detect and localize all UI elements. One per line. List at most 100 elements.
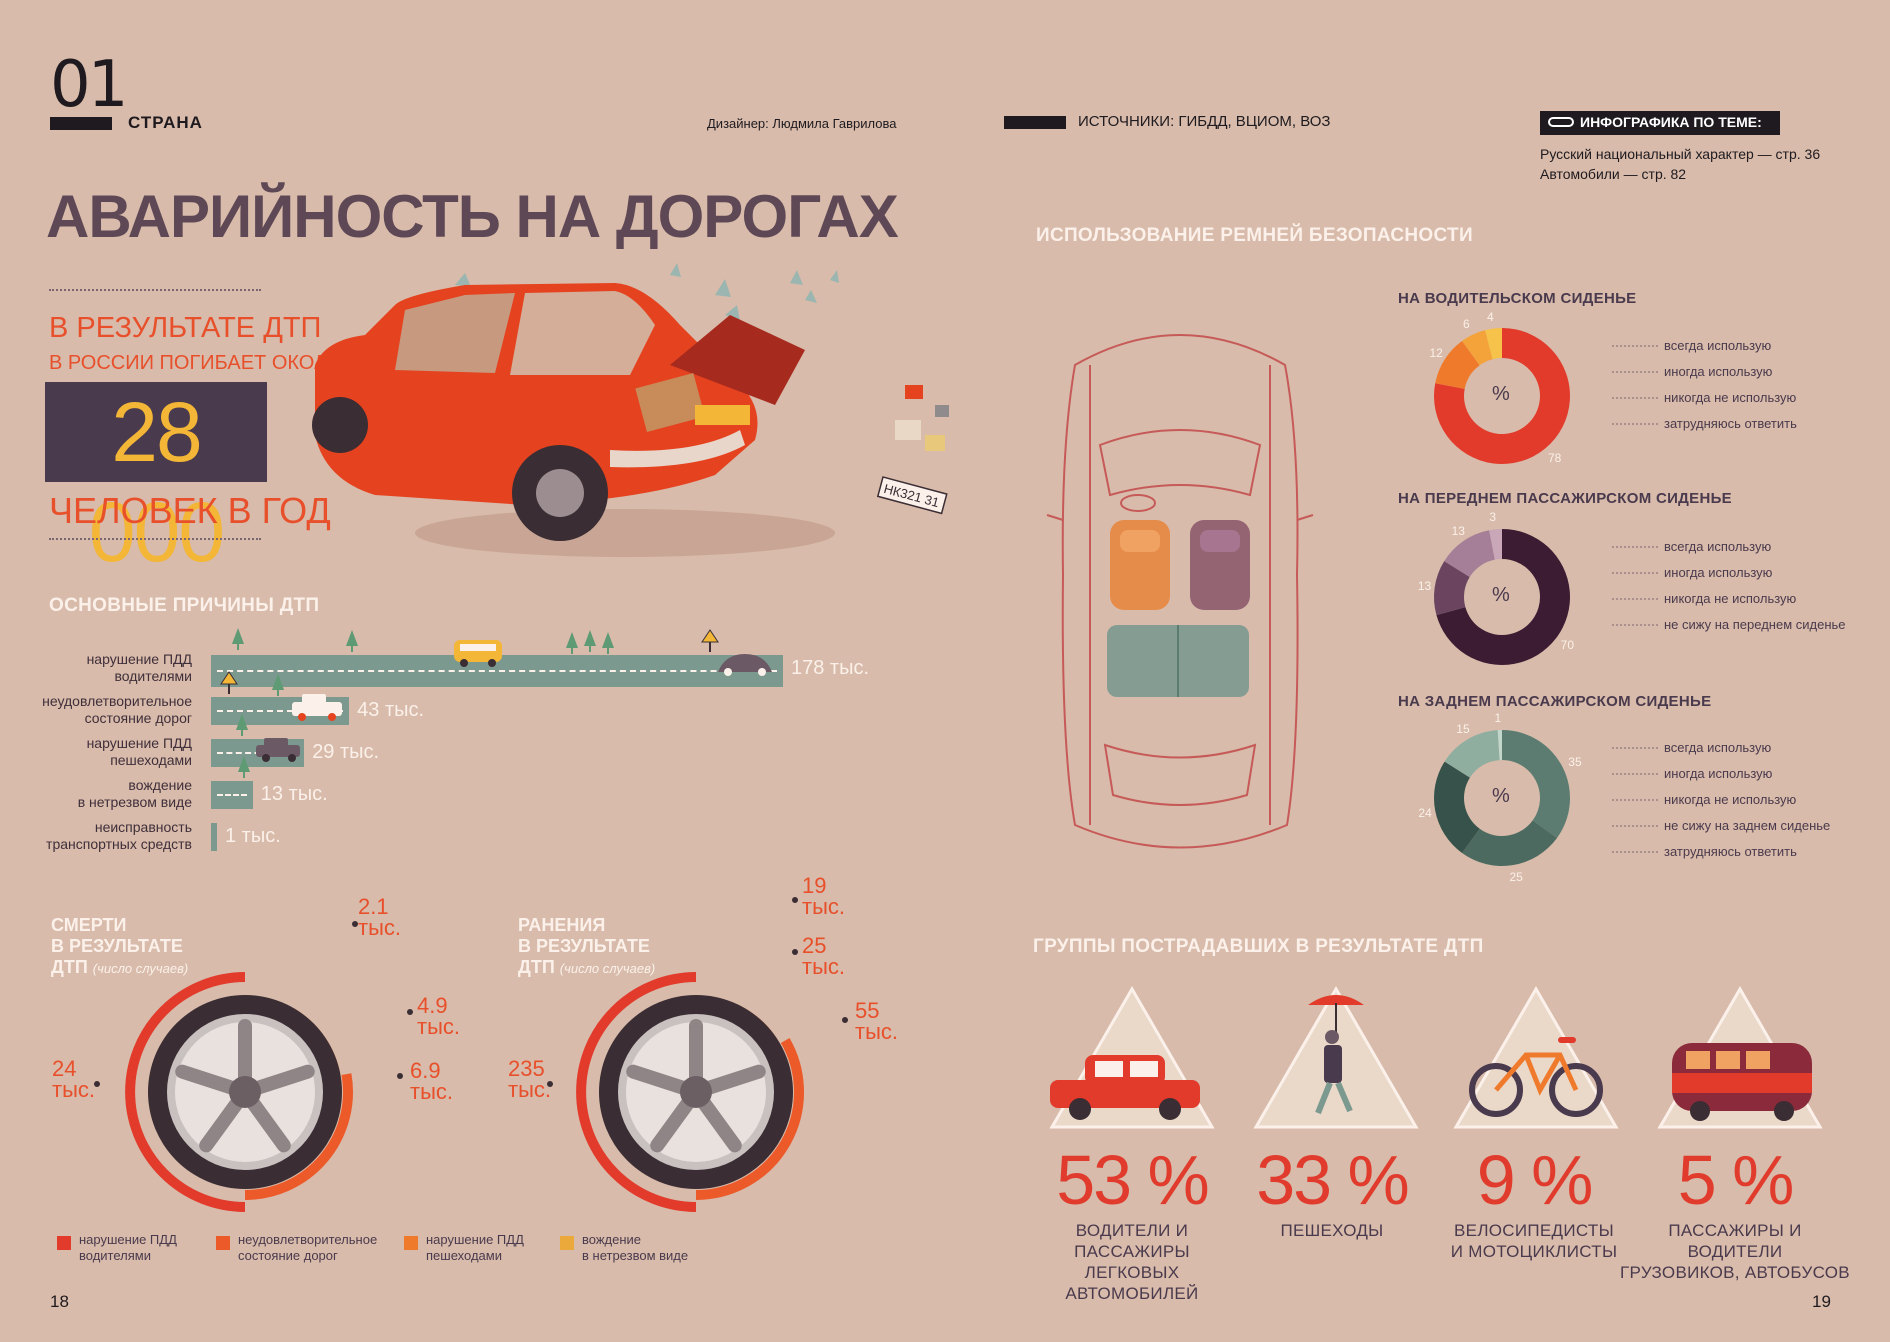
triangle-bicycle <box>1453 986 1619 1129</box>
wheel-value-label: 24 тыс. <box>52 1056 96 1102</box>
page-number-left: 18 <box>50 1292 69 1311</box>
related-infographics-tag: ИНФОГРАФИКА ПО ТЕМЕ: <box>1540 111 1780 135</box>
group-label: ПАССАЖИРЫ И ВОДИТЕЛИ ГРУЗОВИКОВ, АВТОБУСО… <box>1620 1221 1850 1282</box>
hub <box>680 1076 712 1108</box>
pie-slice <box>1502 730 1570 838</box>
wheel-value-label: 2.1 тыс. <box>358 894 402 940</box>
sources-bar <box>1004 116 1066 129</box>
pie-slice-value: 13 <box>1451 524 1465 539</box>
pie-slice-label: не сижу на заднем сиденье <box>1664 818 1831 833</box>
cause-label: нарушение ПДД пешеходами <box>86 735 192 768</box>
pie-center: % <box>1492 584 1510 606</box>
related-link[interactable]: Русский национальный характер — стр. 36 <box>1540 146 1821 162</box>
car-hub <box>536 469 584 517</box>
car-wheel-back <box>312 397 368 453</box>
legend-label: вождение в нетрезвом виде <box>582 1232 689 1263</box>
pie-slice-label: иногда использую <box>1664 565 1773 580</box>
wheel-value-label: 6.9 тыс. <box>410 1058 454 1104</box>
road-decorations <box>220 628 772 778</box>
legend-swatch <box>560 1236 574 1250</box>
page-number-right: 19 <box>1812 1292 1831 1311</box>
triangle-bus <box>1657 986 1823 1129</box>
front-seat-passenger <box>1190 520 1250 610</box>
front-seat-driver <box>1110 520 1170 610</box>
pie-slice-value: 6 <box>1462 316 1470 331</box>
pie-slice-value: 13 <box>1417 578 1432 593</box>
pie-slice-label: затрудняюсь ответить <box>1664 844 1797 859</box>
trees <box>232 628 614 778</box>
pie-slice-value: 4 <box>1486 309 1494 324</box>
car-trunk-lid <box>670 315 805 405</box>
groups-title: ГРУППЫ ПОСТРАДАВШИХ В РЕЗУЛЬТАТЕ ДТП <box>1033 936 1484 957</box>
pie-slice-value: 24 <box>1418 805 1432 820</box>
injuries-title: РАНЕНИЯ В РЕЗУЛЬТАТЕ ДТП (число случаев) <box>518 915 656 977</box>
pie-center: % <box>1492 383 1510 405</box>
cause-label: неисправность транспортных средств <box>46 819 192 852</box>
pie-slice <box>1485 328 1502 360</box>
pie-slice <box>1462 330 1493 366</box>
wheel-value-label: 235 тыс. <box>508 1056 552 1102</box>
cause-label: нарушение ПДД водителями <box>86 651 192 684</box>
car-window-front <box>395 293 515 373</box>
pie-slice <box>1434 561 1470 616</box>
wheels-chart <box>94 897 848 1212</box>
pie-slice <box>1462 820 1558 866</box>
triangle-car <box>1049 986 1215 1129</box>
pie-slice <box>1436 529 1570 665</box>
pie-center: % <box>1492 785 1510 807</box>
grey-car-icon <box>256 738 300 762</box>
pie-slice <box>1444 730 1500 778</box>
cause-value: 43 тыс. <box>357 699 425 721</box>
label-dot <box>407 1009 413 1015</box>
cause-label: неудовлетворительное состояние дорог <box>42 693 192 726</box>
pie-slice-label: никогда не использую <box>1664 792 1797 807</box>
sources-label: ИСТОЧНИКИ: ГИБДД, ВЦИОМ, ВОЗ <box>1078 113 1331 130</box>
car-window-rear <box>510 291 655 375</box>
issue-number: 01 <box>50 48 128 122</box>
related-link[interactable]: Автомобили — стр. 82 <box>1540 166 1687 182</box>
legend-swatch <box>404 1236 418 1250</box>
beetle-car-icon <box>718 654 772 676</box>
wheel-value-label: 4.9 тыс. <box>417 993 461 1039</box>
pie-slice-value: 1 <box>1494 711 1502 726</box>
pie-slice <box>1489 529 1502 560</box>
group-percent: 9 % <box>1476 1141 1594 1219</box>
pie-slice <box>1434 761 1480 854</box>
pie-title: НА ПЕРЕДНЕМ ПАССАЖИРСКОМ СИДЕНЬЕ <box>1398 490 1732 507</box>
pie-slice <box>1434 328 1570 464</box>
label-dot <box>792 949 798 955</box>
related-title: ИНФОГРАФИКА ПО ТЕМЕ: <box>1580 114 1762 130</box>
stat-line-1: В РЕЗУЛЬТАТЕ ДТП <box>49 312 322 344</box>
page-title: АВАРИЙНОСТЬ НА ДОРОГАХ <box>46 183 899 250</box>
pie-slice-label: всегда использую <box>1664 539 1772 554</box>
pie-title: НА ВОДИТЕЛЬСКОМ СИДЕНЬЕ <box>1398 290 1637 307</box>
bus-icon <box>454 640 502 667</box>
designer-credit: Дизайнер: Людмила Гаврилова <box>707 116 897 131</box>
rear-seat <box>1107 625 1249 697</box>
cause-value: 29 тыс. <box>312 741 380 763</box>
hub <box>229 1076 261 1108</box>
legend-swatch <box>57 1236 71 1250</box>
cause-value: 1 тыс. <box>225 825 281 847</box>
cause-value: 178 тыс. <box>791 657 870 679</box>
tail-light <box>695 405 750 425</box>
wheel-ring-arc <box>695 1038 804 1200</box>
white-car-icon <box>292 694 342 721</box>
legend-label: нарушение ПДД водителями <box>79 1232 177 1263</box>
group-percent: 53 % <box>1056 1141 1210 1219</box>
label-dot <box>94 1081 100 1087</box>
stat-number: 28 000 <box>45 382 267 579</box>
groups-illustrations <box>1049 986 1823 1129</box>
causes-title: ОСНОВНЫЕ ПРИЧИНЫ ДТП <box>49 595 320 616</box>
pie-slice-value: 35 <box>1568 754 1582 769</box>
label-dot <box>397 1073 403 1079</box>
group-label: ВЕЛОСИПЕДИСТЫ И МОТОЦИКЛИСТЫ <box>1450 1221 1618 1261</box>
injuries-note: (число случаев) <box>559 961 656 976</box>
pie-slice-label: иногда использую <box>1664 766 1773 781</box>
group-label: ВОДИТЕЛИ И ПАССАЖИРЫ ЛЕГКОВЫХ АВТОМОБИЛЕЙ <box>1065 1221 1199 1303</box>
cause-value: 13 тыс. <box>260 783 328 805</box>
pie-slice-label: всегда использую <box>1664 740 1772 755</box>
label-dot <box>352 921 358 927</box>
group-percent: 5 % <box>1677 1141 1795 1219</box>
cause-bar <box>211 781 253 809</box>
